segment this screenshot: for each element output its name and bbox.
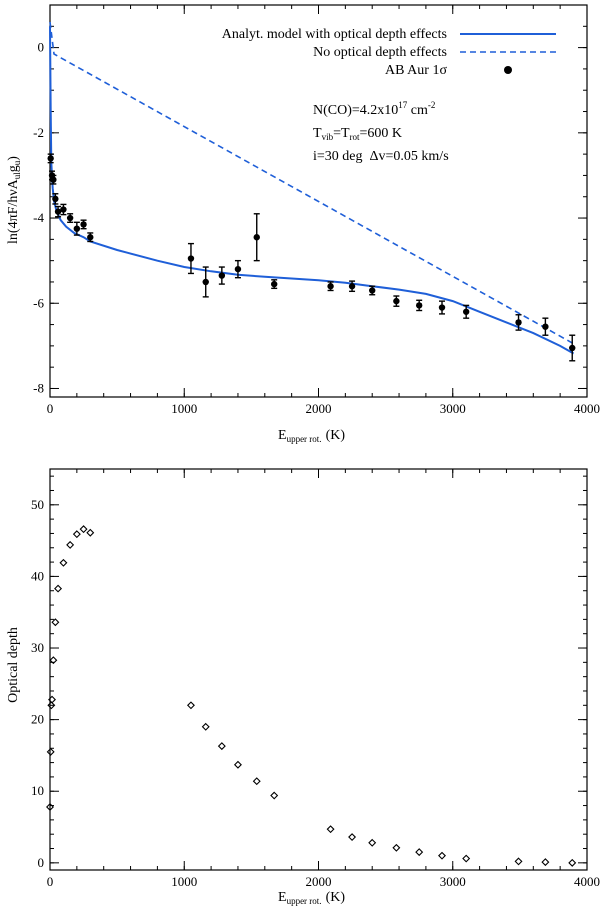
- optical-depth-point: [47, 701, 56, 710]
- data-point: [415, 302, 423, 309]
- data-point: [54, 208, 62, 215]
- optical-depth-point: [368, 838, 377, 847]
- x-tick-label: 1000: [171, 874, 197, 889]
- data-point: [50, 176, 57, 183]
- x-tick-label: 4000: [574, 874, 600, 889]
- optical-depth-point: [392, 843, 401, 852]
- data-point: [52, 195, 59, 203]
- optical-depth-point: [462, 854, 471, 863]
- annotation-column-density: N(CO)=4.2x1017 cm-2: [313, 100, 435, 118]
- y-tick-label: 50: [31, 497, 44, 512]
- y-tick-label: 40: [31, 568, 44, 583]
- optical-depth-point: [201, 722, 210, 731]
- data-point: [80, 221, 87, 228]
- y-tick-label: 0: [38, 855, 45, 870]
- x-tick-label: 2000: [306, 401, 332, 416]
- y-tick-label: 10: [31, 783, 44, 798]
- x-tick-label: 3000: [440, 874, 466, 889]
- y-tick-label: 0: [38, 40, 45, 55]
- series-line-model: [49, 26, 575, 355]
- data-point: [369, 287, 376, 294]
- optical-depth-point: [348, 833, 357, 842]
- legend: Analyt. model with optical depth effects…: [222, 27, 556, 78]
- optical-depth-point: [438, 851, 446, 860]
- optical-depth-point: [233, 760, 242, 769]
- optical-depth-point: [415, 848, 424, 857]
- data-point: [73, 225, 81, 232]
- legend-label-no-depth: No optical depth effects: [313, 45, 447, 60]
- optical-depth-point: [46, 803, 54, 811]
- data-point: [202, 278, 209, 286]
- optical-depth-point: [270, 791, 279, 800]
- series-lines: [49, 21, 575, 355]
- x-axis-label: Eupper rot. (K): [278, 428, 345, 444]
- y-tick-label: -4: [33, 210, 44, 225]
- optical-depth-point: [49, 656, 58, 665]
- x-tick-label: 1000: [171, 401, 197, 416]
- data-point: [66, 214, 74, 222]
- y-axis-label-2: Optical depth: [6, 627, 21, 703]
- optical-depth-point: [46, 747, 55, 756]
- x-tick-label: 0: [47, 874, 54, 889]
- y-tick-label: -2: [33, 125, 44, 140]
- annotation-temperature: Tvib=Trot=600 K: [313, 126, 402, 142]
- optical-depth-point: [48, 695, 56, 704]
- y-tick-label: 30: [31, 640, 44, 655]
- bottom-chart: 0 1000 2000 3000 4000 0 10 20 30 40 50 Eupper rot.…: [6, 468, 600, 906]
- optical-depth-point: [568, 858, 577, 867]
- optical-depth-point: [66, 540, 75, 549]
- data-point: [218, 272, 226, 279]
- data-point: [569, 344, 576, 352]
- x-tick-label: 2000: [306, 874, 332, 889]
- top-chart: 0 1000 2000 3000 4000 0 -2 -4 -6 -8 Analyt. model…: [6, 4, 600, 444]
- optical-depth-point: [514, 857, 523, 866]
- optical-depth-point: [86, 528, 95, 537]
- data-point: [234, 265, 242, 273]
- data-point: [253, 234, 260, 241]
- legend-label-data: AB Aur 1σ: [385, 63, 447, 78]
- optical-depth-point: [72, 530, 81, 539]
- optical-depth-point: [54, 584, 63, 593]
- data-point: [348, 283, 356, 290]
- optical-depth-point: [252, 777, 261, 786]
- series-line-no-depth: [49, 21, 574, 345]
- axis-ticks: 0 1000 2000 3000 4000 0 -2 -4 -6 -8: [33, 4, 600, 416]
- optical-depth-point: [79, 525, 88, 534]
- optical-depth-point: [217, 742, 226, 751]
- model-annotations: N(CO)=4.2x1017 cm-2 Tvib=Trot=600 K i=30…: [313, 100, 449, 164]
- optical-depth-point: [59, 558, 68, 567]
- x-tick-label: 0: [47, 401, 54, 416]
- optical-depth-point: [51, 618, 60, 627]
- plot-frame-2: [49, 468, 588, 871]
- legend-label-model: Analyt. model with optical depth effects: [222, 27, 447, 42]
- data-point: [515, 319, 522, 326]
- data-point: [462, 308, 470, 315]
- optical-depth-point: [541, 858, 550, 867]
- y-tick-label: -6: [33, 295, 44, 310]
- data-point: [327, 283, 334, 290]
- data-point: [187, 255, 195, 262]
- data-point: [87, 234, 94, 241]
- data-point: [393, 297, 400, 305]
- optical-depth-point: [186, 701, 195, 710]
- data-point: [438, 304, 446, 311]
- x-tick-label: 3000: [440, 401, 466, 416]
- data-point: [60, 206, 67, 213]
- data-point: [542, 323, 549, 330]
- y-axis-label: ln(4πF/hνAulgu): [6, 156, 22, 244]
- y-tick-label: 20: [31, 712, 44, 727]
- legend-marker-dot: [504, 66, 512, 74]
- optical-depth-points: [46, 525, 577, 867]
- axis-ticks-2: 0 1000 2000 3000 4000 0 10 20 30 40 50: [31, 469, 600, 889]
- optical-depth-point: [326, 825, 335, 834]
- data-point: [270, 280, 278, 288]
- x-axis-label-2: Eupper rot. (K): [278, 890, 345, 906]
- x-tick-label: 4000: [574, 401, 600, 416]
- data-point: [47, 155, 54, 162]
- y-tick-label: -8: [33, 380, 44, 395]
- annotation-inclination: i=30 deg Δv=0.05 km/s: [313, 149, 449, 164]
- data-points: [47, 153, 576, 362]
